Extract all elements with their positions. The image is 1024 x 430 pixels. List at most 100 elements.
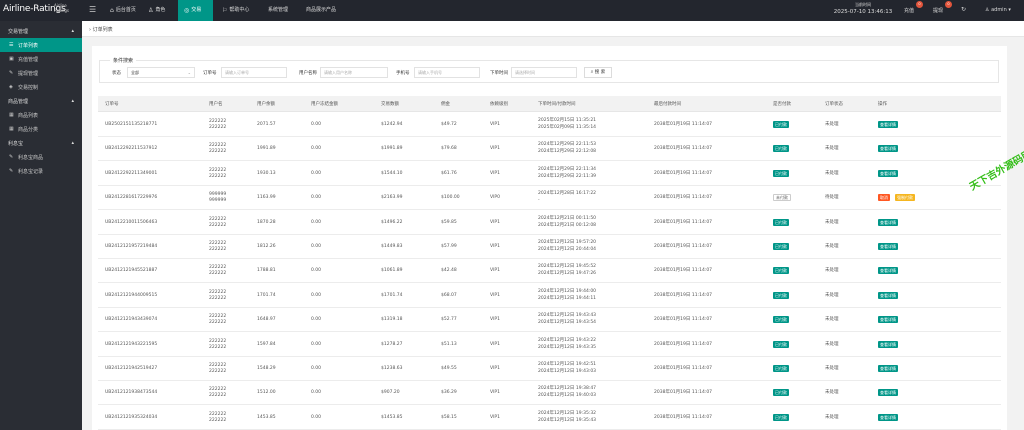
cell-order-time: 2024年12月12日 19:57:20 (538, 240, 597, 245)
sidebar-item-orders[interactable]: ☰ 订单列表 (0, 38, 82, 52)
cell-user: 222222 (209, 271, 227, 277)
cell-order: UB2412121942519427 (105, 366, 158, 371)
menu-toggle-icon[interactable]: ☰ (89, 5, 97, 14)
sidebar-item-trade-control[interactable]: ◈ 交易控制 (0, 80, 82, 94)
action-cancel-button[interactable]: 取消 (878, 194, 890, 202)
action-detail-button[interactable]: 查看详情 (878, 169, 898, 177)
cell-frozen: 0.00 (311, 341, 322, 347)
cell-level: VIP1 (490, 219, 500, 225)
cell-last-pay: 2038年01月19日 11:14:07 (654, 268, 713, 274)
cell-pay-time: 2024年12月12日 19:35:43 (538, 417, 597, 423)
paid-badge: 已付款 (773, 389, 789, 397)
cell-last-pay: 2038年01月19日 11:14:07 (654, 219, 713, 225)
table-row: UB2412121957219484 222222 222222 1812.26 0.0… (98, 235, 1001, 259)
cell-order: UB2412210011506463 (105, 219, 158, 225)
cell-amount: $907.20 (381, 390, 400, 396)
user-input[interactable]: 请输入用户名称 (320, 67, 388, 78)
cell-level: VIP1 (490, 390, 500, 396)
status-label: 状态 (112, 71, 121, 76)
paid-badge: 已付款 (773, 291, 789, 299)
cell-order: UB2412121943439074 (105, 317, 158, 323)
cell-order-time: 2024年12月21日 00:11:50 (538, 215, 597, 221)
cell-pay-time: 2025年02月09日 11:35:14 (538, 125, 597, 130)
cell-level: VIP0 (490, 195, 500, 201)
action-detail-button[interactable]: 查看详情 (878, 243, 898, 250)
nav-help[interactable]: ⚐ 帮助中心 (216, 0, 255, 21)
flag-icon: ⚐ (222, 7, 228, 14)
nav-system[interactable]: 系统管理 (262, 0, 294, 21)
action-detail-button[interactable]: 查看详情 (878, 267, 898, 275)
cell-pay-time: 2024年12月12日 19:43:35 (538, 344, 597, 350)
recharge-link[interactable]: 充值 0 (904, 1, 923, 14)
cell-balance: 1648.97 (257, 317, 276, 323)
search-button[interactable]: ⌕ 搜 索 (584, 67, 612, 78)
wrench-icon: ✎ (9, 168, 14, 174)
status-select[interactable]: 全部 ⌄ (127, 67, 195, 78)
cell-status: 未处理 (825, 244, 839, 249)
cell-pay-time: 2024年12月12日 19:43:54 (538, 320, 597, 326)
cell-commission: $36.29 (441, 390, 457, 396)
col-level: 依赖级别 (490, 102, 508, 107)
nav-products[interactable]: 商品展示产品 (300, 0, 342, 21)
sidebar-item-interest-products[interactable]: ✎ 利息宝商品 (0, 150, 82, 164)
tab-orders[interactable]: › 订单列表 (89, 26, 113, 33)
cell-level: VIP1 (490, 292, 500, 298)
cell-balance: 1991.89 (257, 146, 276, 152)
action-detail-button[interactable]: 查看详情 (878, 389, 898, 397)
phone-input[interactable]: 请输入手机号 (414, 67, 480, 78)
table-row: UB2412292211537912 222222 222222 1991.89 0.0… (98, 137, 1001, 162)
cell-last-pay: 2038年01月19日 11:14:07 (654, 366, 713, 371)
action-detail-button[interactable]: 查看详情 (878, 365, 898, 372)
user-menu[interactable]: ♙ admin ▾ (985, 7, 1011, 13)
cell-order-time: 2025年02月15日 11:35:21 (538, 118, 597, 123)
brand-name: Airline-Ratings (3, 4, 66, 14)
cell-commission: $49.72 (441, 122, 457, 127)
user-icon: ♙ (985, 7, 990, 13)
sidebar-group-products[interactable]: 商品管理 ▴ (0, 94, 82, 108)
cell-order-time: 2024年12月12日 19:44:00 (538, 288, 597, 294)
cell-commission: $57.99 (441, 244, 457, 249)
sidebar-item-recharge[interactable]: ▣ 充值管理 (0, 52, 82, 66)
cell-amount: $1319.18 (381, 317, 403, 323)
cell-frozen: 0.00 (311, 146, 322, 152)
sidebar-item-label: 充值管理 (18, 56, 39, 63)
sidebar-item-label: 交易控制 (18, 84, 39, 91)
cell-commission: $100.00 (441, 195, 460, 201)
paid-badge: 已付款 (773, 365, 789, 372)
sidebar-item-label: 利息宝商品 (18, 154, 44, 161)
nav-trade[interactable]: ◎ 交易 (178, 0, 213, 21)
action-detail-button[interactable]: 查看详情 (878, 218, 898, 226)
brand-logo[interactable]: Airline-Ratings Airline Ratings (0, 0, 82, 21)
phone-label: 手机号 (396, 71, 410, 76)
sidebar-item-product-list[interactable]: ▦ 商品列表 (0, 108, 82, 122)
order-input[interactable]: 请输入订单号 (221, 67, 287, 78)
action-detail-button[interactable]: 查看详情 (878, 291, 898, 299)
withdraw-link[interactable]: 提现 0 (933, 1, 952, 14)
sidebar-item-interest-records[interactable]: ✎ 利息宝记录 (0, 164, 82, 178)
action-detail-button[interactable]: 查看详情 (878, 316, 898, 324)
cell-order-time: 2024年12月12日 19:45:52 (538, 264, 597, 270)
recharge-badge: 0 (916, 1, 923, 8)
withdraw-badge: 0 (945, 1, 952, 8)
cell-user: 222222 (209, 417, 227, 423)
time-input[interactable]: 请选择时间 (511, 67, 577, 78)
cell-user: 222222 (209, 265, 227, 271)
sidebar-item-withdraw[interactable]: ✎ 提现管理 (0, 66, 82, 80)
nav-help-label: 帮助中心 (229, 7, 250, 13)
nav-home[interactable]: ⌂ 后台首页 (104, 0, 142, 21)
nav-role[interactable]: ♙ 角色 (142, 0, 171, 21)
sidebar-group-interest[interactable]: 利息宝 ▴ (0, 136, 82, 150)
action-detail-button[interactable]: 查看详情 (878, 340, 898, 348)
user-name: admin (991, 7, 1007, 13)
col-commission: 佣金 (441, 102, 450, 107)
refresh-icon[interactable]: ↻ (961, 6, 967, 13)
action-force-pay-button[interactable]: 强制付款 (895, 194, 915, 202)
action-detail-button[interactable]: 查看详情 (878, 413, 898, 421)
cell-balance: 2071.57 (257, 122, 276, 127)
action-detail-button[interactable]: 查看详情 (878, 145, 898, 153)
action-detail-button[interactable]: 查看详情 (878, 121, 898, 128)
sidebar-item-product-category[interactable]: ▦ 商品分类 (0, 122, 82, 136)
sidebar-group-trade[interactable]: 交易管理 ▴ (0, 24, 82, 38)
cell-balance: 1163.99 (257, 195, 276, 201)
cell-status: 未处理 (825, 414, 839, 420)
